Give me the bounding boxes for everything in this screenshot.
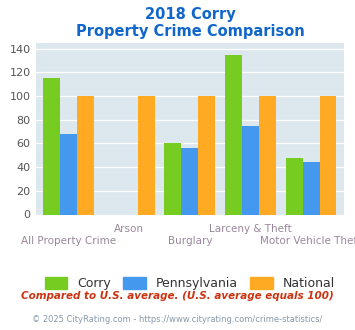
Bar (302, 162, 320, 214)
Text: Arson: Arson (114, 224, 144, 234)
Legend: Corry, Pennsylvania, National: Corry, Pennsylvania, National (40, 272, 340, 295)
Text: © 2025 CityRating.com - https://www.cityrating.com/crime-statistics/: © 2025 CityRating.com - https://www.city… (32, 315, 323, 324)
Text: Burglary: Burglary (168, 236, 212, 246)
Bar (43, 79, 60, 214)
Text: Larceny & Theft: Larceny & Theft (209, 224, 292, 234)
Bar (60, 134, 77, 214)
Bar (242, 126, 259, 214)
Text: Motor Vehicle Theft: Motor Vehicle Theft (261, 236, 355, 246)
Bar (77, 96, 94, 214)
Text: Compared to U.S. average. (U.S. average equals 100): Compared to U.S. average. (U.S. average … (21, 291, 334, 301)
Bar (259, 96, 276, 214)
Bar (138, 96, 155, 214)
Title: 2018 Corry
Property Crime Comparison: 2018 Corry Property Crime Comparison (76, 7, 304, 39)
Bar (198, 96, 215, 214)
Bar (320, 96, 337, 214)
Bar (181, 148, 198, 214)
Bar (286, 158, 302, 214)
Bar (164, 144, 181, 214)
Text: All Property Crime: All Property Crime (21, 236, 116, 246)
Bar (225, 55, 242, 214)
